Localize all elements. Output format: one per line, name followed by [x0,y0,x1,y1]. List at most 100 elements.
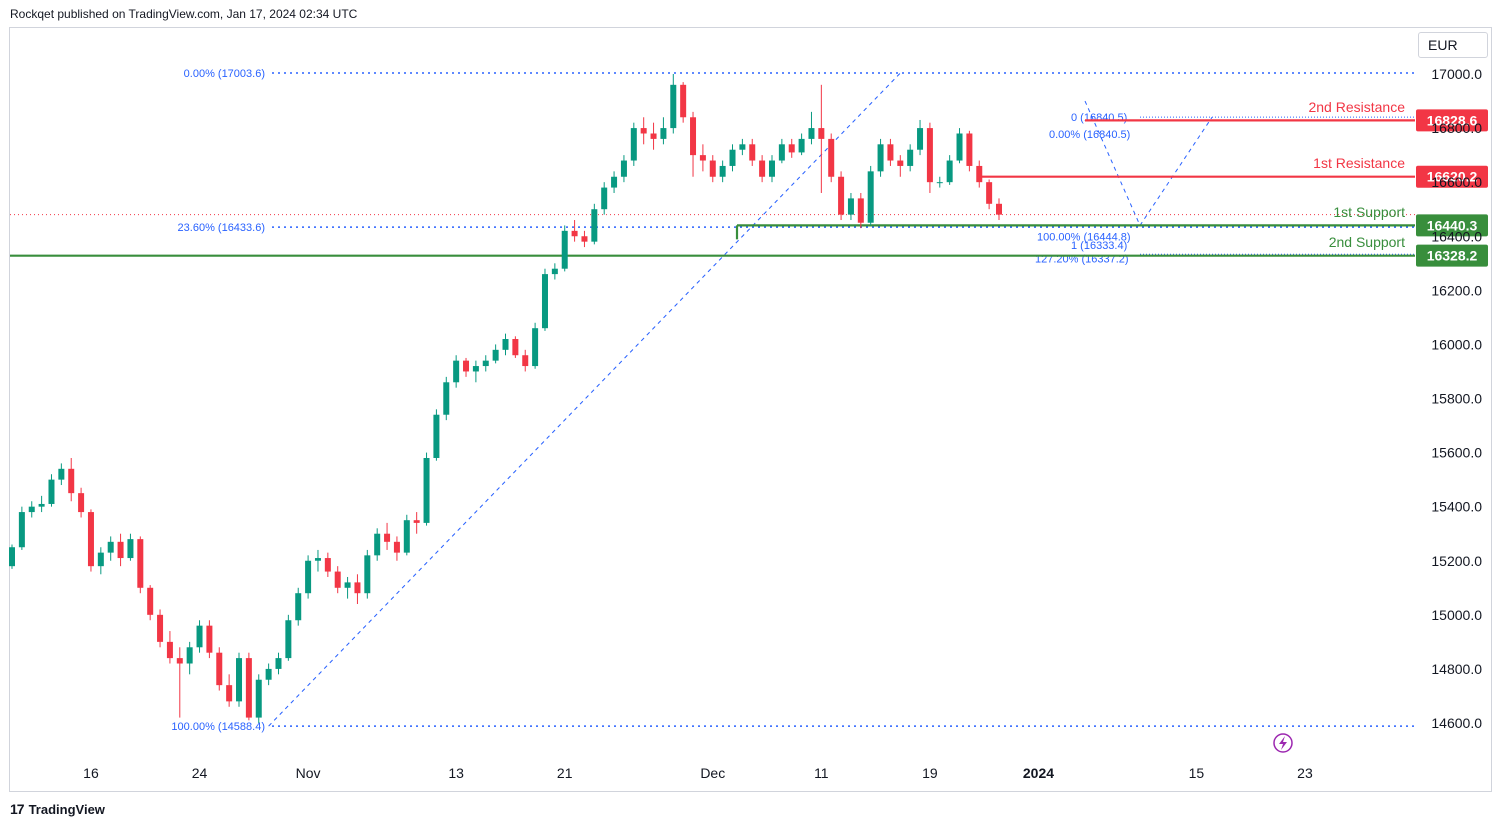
candle-body [857,198,864,223]
candle-body [611,176,618,188]
candle [917,119,924,156]
candle-body [245,658,252,718]
candle-body [986,182,993,204]
candle [295,587,302,626]
candle [887,138,894,166]
candle-body [186,647,193,664]
candle-body [699,155,706,161]
candle-body [226,685,233,702]
candle [48,474,55,507]
candle-body [176,658,183,664]
candle-body [324,558,331,572]
candle-body [117,541,124,559]
candle [729,144,736,172]
candle-body [344,582,351,588]
lightning-bolt-icon [1279,736,1287,750]
candle [798,133,805,156]
candle [512,336,519,358]
fib-small-label: 1 (16333.4) [1071,240,1127,252]
candle [364,549,371,599]
y-tick-label: 16800.0 [1431,120,1482,136]
candle [897,155,904,177]
candle-body [709,160,716,177]
candle [18,506,25,550]
candle-body [690,117,697,156]
candle-body [581,236,588,242]
candle-body [38,503,45,507]
candle-body [956,133,963,161]
y-tick-label: 15200.0 [1431,553,1482,569]
candle [186,641,193,675]
candle [384,522,391,550]
candle [690,111,697,177]
candle [640,117,647,145]
candle-body [48,479,55,504]
fib-trend-line [268,72,901,727]
candle-body [808,128,815,139]
candle-body [976,165,983,183]
candle [157,609,164,648]
candle-body [78,493,85,513]
candle [176,647,183,718]
candle [137,536,144,594]
candle-body [749,144,756,161]
candle [354,574,361,605]
candle-body [453,360,460,383]
candle-body [828,138,835,177]
candle [58,463,65,486]
candle-body [729,149,736,166]
candle [759,155,766,183]
candle [867,165,874,226]
candle-body [393,541,400,553]
candle-body [867,171,874,223]
candle [393,536,400,561]
candle-body [9,547,15,567]
candle-body [147,587,154,615]
candle [936,176,943,188]
level-price-label: 16620.2 [1427,169,1478,185]
candle [601,182,608,215]
candle-body [334,571,341,588]
y-tick-label: 15400.0 [1431,499,1482,515]
candle-body [384,533,391,542]
candle [255,674,262,723]
candle [670,74,677,134]
tradingview-branding[interactable]: 17 TradingView [10,801,105,817]
x-tick-label: 23 [1297,765,1313,781]
candle [749,138,756,166]
fib-small-label: 100.00% (16444.8) [1037,231,1131,243]
x-tick-label: 19 [922,765,938,781]
candle-body [166,641,173,659]
candle-body [818,128,825,139]
candle-body [275,658,282,669]
candle [216,647,223,691]
level-price-label: 16440.3 [1427,217,1478,233]
candle-body [137,539,144,588]
candle-body [877,144,884,172]
candle-body [788,144,795,153]
level-name: 2nd Resistance [1308,99,1405,115]
candle [818,84,825,193]
candle [38,495,45,513]
candle [907,144,914,172]
candle [620,155,627,183]
fib-small-label: 0.00% (16840.5) [1049,129,1130,141]
candle-body [157,614,164,642]
candle [581,230,588,248]
candle-body [512,339,519,356]
fib-trend-line [1084,100,1141,226]
candle [502,333,509,356]
currency-selector[interactable]: EUR [1418,32,1488,58]
candle-body [719,165,726,177]
candle [986,179,993,210]
candle-body [917,128,924,150]
candle [966,130,973,172]
candle [334,566,341,594]
candle [453,355,460,388]
x-tick-label: Nov [296,765,321,781]
icons [1273,733,1293,753]
candle-body [926,128,933,183]
x-tick-label: 16 [83,765,99,781]
lightning-icon [1273,733,1293,753]
